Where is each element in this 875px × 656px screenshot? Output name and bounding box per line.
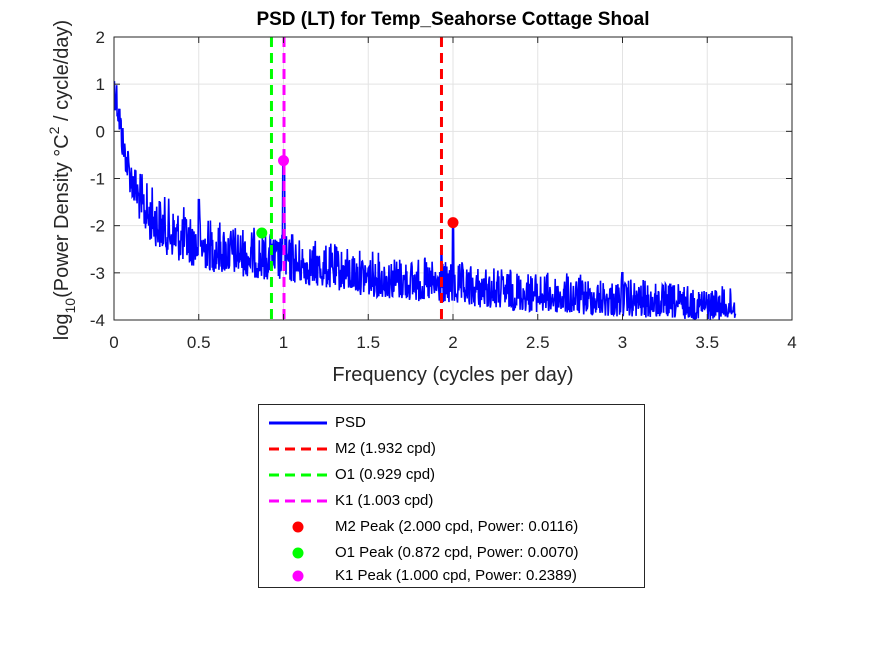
y-axis-label: log10(Power Density °C2 / cycle/day) xyxy=(46,20,78,340)
y-tick-label: -2 xyxy=(90,217,105,236)
x-axis-label: Frequency (cycles per day) xyxy=(332,364,573,386)
legend-item-m2: M2 (1.932 cpd) xyxy=(259,436,644,462)
x-tick-label: 2.5 xyxy=(526,333,550,352)
x-tick-label: 2 xyxy=(448,333,457,352)
legend-dashed-line-icon xyxy=(269,447,327,451)
legend-item-o1-peak: O1 Peak (0.872 cpd, Power: 0.0070) xyxy=(259,540,644,566)
x-tick-label: 0.5 xyxy=(187,333,211,352)
y-label-post: / cycle/day) xyxy=(51,20,73,127)
y-tick-label: 0 xyxy=(96,122,105,141)
legend-item-k1: K1 (1.003 cpd) xyxy=(259,488,644,514)
x-tick-label: 3.5 xyxy=(695,333,719,352)
peak-markers xyxy=(256,155,459,239)
y-tick-label: -4 xyxy=(90,311,105,330)
peak-marker xyxy=(256,227,268,239)
y-tick-label: -1 xyxy=(90,170,105,189)
legend-dashed-line-icon xyxy=(269,473,327,477)
x-tick-label: 1.5 xyxy=(356,333,380,352)
legend-label: O1 (0.929 cpd) xyxy=(335,466,436,483)
legend-line-icon xyxy=(269,421,327,425)
y-label-sup: 2 xyxy=(46,126,62,134)
legend-label: M2 Peak (2.000 cpd, Power: 0.0116) xyxy=(335,518,579,535)
y-tick-label: 2 xyxy=(96,28,105,47)
legend-label: O1 Peak (0.872 cpd, Power: 0.0070) xyxy=(335,544,579,561)
legend-item-o1: O1 (0.929 cpd) xyxy=(259,462,644,488)
legend-dashed-line-icon xyxy=(269,499,327,503)
legend-item-psd: PSD xyxy=(259,410,644,436)
x-tick-label: 3 xyxy=(618,333,627,352)
x-tick-label: 1 xyxy=(279,333,288,352)
psd-series xyxy=(114,81,737,320)
peak-marker xyxy=(447,217,459,229)
y-label-sub: 10 xyxy=(62,298,78,314)
legend-label: M2 (1.932 cpd) xyxy=(335,440,436,457)
legend-dot-icon xyxy=(292,570,304,582)
y-tick-label: -3 xyxy=(90,264,105,283)
legend-item-k1-peak: K1 Peak (1.000 cpd, Power: 0.2389) xyxy=(259,563,644,589)
psd-line xyxy=(114,81,737,320)
y-tick-label: 1 xyxy=(96,75,105,94)
legend: PSD M2 (1.932 cpd) O1 (0.929 cpd) K1 (1.… xyxy=(258,404,645,588)
chart-title: PSD (LT) for Temp_Seahorse Cottage Shoal xyxy=(256,9,649,30)
x-tick-label: 0 xyxy=(109,333,118,352)
legend-dot-icon xyxy=(292,521,304,533)
legend-label: K1 (1.003 cpd) xyxy=(335,492,434,509)
legend-label: K1 Peak (1.000 cpd, Power: 0.2389) xyxy=(335,567,577,584)
y-label-mid: (Power Density °C xyxy=(51,134,73,298)
x-tick-label: 4 xyxy=(787,333,796,352)
legend-label: PSD xyxy=(335,414,366,431)
axis-ticks: 0 0.5 1 1.5 2 2.5 3 3.5 4 -4 -3 -2 -1 0 1 2 xyxy=(90,28,797,352)
peak-marker xyxy=(278,155,289,167)
legend-dot-icon xyxy=(292,547,304,559)
y-label-log: log xyxy=(51,313,73,340)
legend-item-m2-peak: M2 Peak (2.000 cpd, Power: 0.0116) xyxy=(259,514,644,540)
